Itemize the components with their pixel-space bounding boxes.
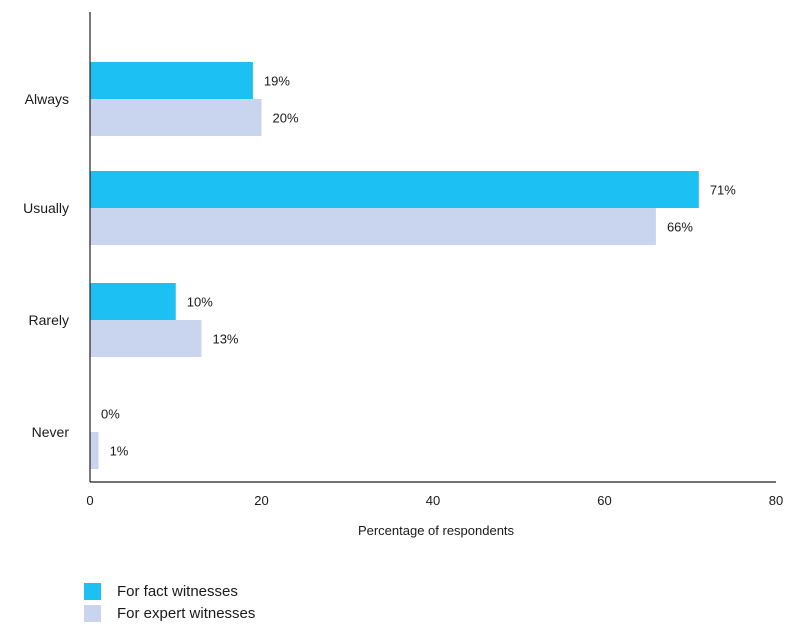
legend-label-expert: For expert witnesses <box>117 604 256 622</box>
value-label-never-expert: 1% <box>110 444 129 459</box>
value-label-always-fact: 19% <box>264 74 290 89</box>
bar-rarely-fact <box>90 283 176 320</box>
value-label-rarely-fact: 10% <box>187 295 213 310</box>
x-tick-label-60: 60 <box>597 493 611 508</box>
x-tick-label-40: 40 <box>426 493 440 508</box>
category-label-never: Never <box>32 424 70 440</box>
value-label-never-fact: 0% <box>101 407 120 422</box>
value-labels-group: 19% 20% 71% 66% 10% 13% 0% 1% <box>101 74 736 459</box>
bar-always-expert <box>90 99 262 136</box>
category-label-usually: Usually <box>23 200 69 216</box>
legend: For fact witnesses For expert witnesses <box>84 580 255 624</box>
category-labels-group: Always Usually Rarely Never <box>23 91 69 440</box>
bar-usually-expert <box>90 208 656 245</box>
x-tick-labels-group: 0 20 40 60 80 <box>86 493 783 508</box>
legend-label-fact: For fact witnesses <box>117 582 238 600</box>
x-tick-label-80: 80 <box>769 493 783 508</box>
value-label-always-expert: 20% <box>273 111 299 126</box>
legend-item-expert: For expert witnesses <box>84 602 255 624</box>
x-tick-label-20: 20 <box>254 493 268 508</box>
value-label-usually-expert: 66% <box>667 220 693 235</box>
bar-never-expert <box>90 432 99 469</box>
value-label-usually-fact: 71% <box>710 183 736 198</box>
x-axis-title: Percentage of respondents <box>358 523 515 538</box>
bars-group <box>90 62 699 469</box>
legend-swatch-fact <box>84 582 101 600</box>
bar-usually-fact <box>90 171 699 208</box>
value-label-rarely-expert: 13% <box>212 332 238 347</box>
category-label-always: Always <box>25 91 69 107</box>
bar-rarely-expert <box>90 320 202 357</box>
legend-swatch-expert <box>84 604 101 622</box>
bar-always-fact <box>90 62 253 99</box>
category-label-rarely: Rarely <box>29 312 69 328</box>
legend-item-fact: For fact witnesses <box>84 580 255 602</box>
x-tick-label-0: 0 <box>86 493 93 508</box>
